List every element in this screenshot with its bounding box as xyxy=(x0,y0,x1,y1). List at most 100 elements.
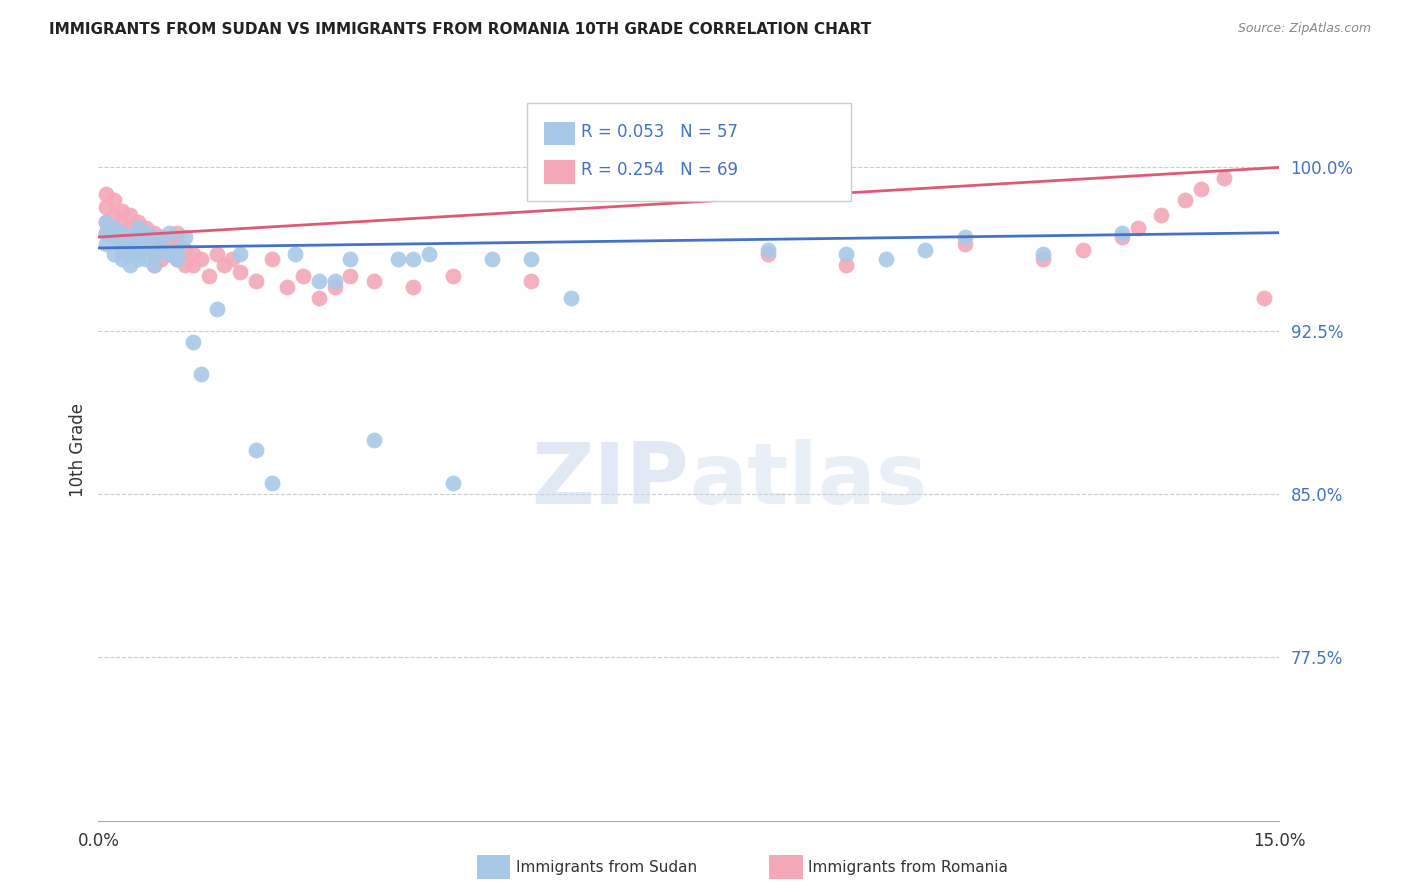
Point xyxy=(166,252,188,266)
Point xyxy=(166,236,188,251)
Point xyxy=(111,226,134,240)
Point xyxy=(245,274,267,288)
Point xyxy=(1253,291,1275,305)
Point xyxy=(481,252,503,266)
Point xyxy=(157,247,180,261)
Point xyxy=(953,230,976,244)
Point xyxy=(142,247,165,261)
Point xyxy=(1032,252,1054,266)
Point xyxy=(118,230,141,244)
Point xyxy=(111,236,134,251)
Point xyxy=(1174,193,1197,207)
Point xyxy=(127,247,149,261)
Point xyxy=(103,230,125,244)
Point xyxy=(1071,243,1094,257)
Point xyxy=(103,208,125,222)
Text: IMMIGRANTS FROM SUDAN VS IMMIGRANTS FROM ROMANIA 10TH GRADE CORRELATION CHART: IMMIGRANTS FROM SUDAN VS IMMIGRANTS FROM… xyxy=(49,22,872,37)
Point xyxy=(441,269,464,284)
Point xyxy=(135,243,157,257)
Point xyxy=(150,252,173,266)
Point xyxy=(142,226,165,240)
Text: atlas: atlas xyxy=(689,439,927,522)
Point xyxy=(835,247,858,261)
Point xyxy=(103,221,125,235)
Point xyxy=(221,252,243,266)
Point xyxy=(197,269,219,284)
Point xyxy=(363,274,385,288)
Point xyxy=(111,203,134,218)
Point xyxy=(150,230,173,244)
Point xyxy=(118,208,141,222)
Point xyxy=(118,243,141,257)
Point xyxy=(135,252,157,266)
Point xyxy=(135,243,157,257)
Point xyxy=(229,265,252,279)
Point xyxy=(111,226,134,240)
Point xyxy=(127,247,149,261)
Point xyxy=(96,215,118,229)
Point xyxy=(292,269,315,284)
Point xyxy=(174,243,197,257)
Point xyxy=(150,230,173,244)
Point xyxy=(441,476,464,491)
Text: R = 0.053   N = 57: R = 0.053 N = 57 xyxy=(581,123,738,141)
Point xyxy=(96,215,118,229)
Point xyxy=(953,236,976,251)
Point xyxy=(276,280,298,294)
Point xyxy=(1126,221,1149,235)
Point xyxy=(1111,230,1133,244)
Point xyxy=(157,226,180,240)
Point xyxy=(96,226,118,240)
Point xyxy=(363,433,385,447)
Point xyxy=(127,226,149,240)
Point xyxy=(96,226,118,240)
Point xyxy=(118,259,141,273)
Point xyxy=(174,230,197,244)
Point xyxy=(308,291,330,305)
Point xyxy=(174,259,197,273)
Point xyxy=(214,259,236,273)
Point xyxy=(127,252,149,266)
Point xyxy=(111,252,134,266)
Point xyxy=(142,259,165,273)
Point xyxy=(142,236,165,251)
Point xyxy=(245,443,267,458)
Point xyxy=(339,252,361,266)
Point xyxy=(229,247,252,261)
Point xyxy=(418,247,440,261)
Point xyxy=(181,259,204,273)
Point xyxy=(284,247,307,261)
Point xyxy=(127,236,149,251)
Point xyxy=(205,301,228,316)
Text: Source: ZipAtlas.com: Source: ZipAtlas.com xyxy=(1237,22,1371,36)
Point xyxy=(1032,247,1054,261)
Point xyxy=(520,274,543,288)
Point xyxy=(520,252,543,266)
Point xyxy=(96,236,118,251)
Point xyxy=(260,252,283,266)
Point xyxy=(111,236,134,251)
Point xyxy=(135,230,157,244)
Point xyxy=(111,247,134,261)
Point xyxy=(1150,208,1173,222)
Point xyxy=(111,215,134,229)
Point xyxy=(118,221,141,235)
Point xyxy=(118,247,141,261)
Point xyxy=(323,280,346,294)
Text: Immigrants from Sudan: Immigrants from Sudan xyxy=(516,860,697,874)
Text: Immigrants from Romania: Immigrants from Romania xyxy=(808,860,1008,874)
Point xyxy=(1111,226,1133,240)
Point xyxy=(150,241,173,255)
Text: ZIP: ZIP xyxy=(531,439,689,522)
Y-axis label: 10th Grade: 10th Grade xyxy=(69,403,87,498)
Point xyxy=(135,221,157,235)
Point xyxy=(118,230,141,244)
Point xyxy=(875,252,897,266)
Point xyxy=(190,368,212,382)
Point xyxy=(127,230,149,244)
Point xyxy=(1213,171,1236,186)
Point xyxy=(914,243,936,257)
Point xyxy=(205,247,228,261)
Point xyxy=(166,252,188,266)
Point xyxy=(308,274,330,288)
